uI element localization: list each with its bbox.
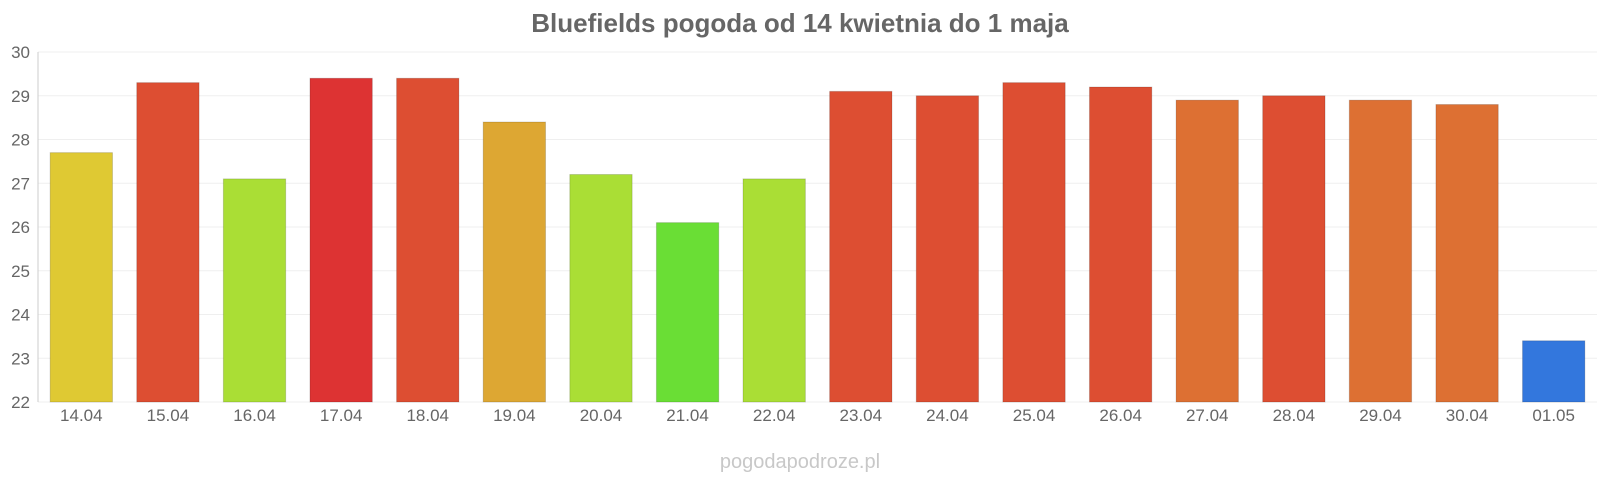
x-tick-label: 24.04 (926, 406, 969, 425)
bar-26.04 (1088, 86, 1153, 403)
gridlines (38, 51, 1597, 403)
chart-title: Bluefields pogoda od 14 kwietnia do 1 ma… (531, 8, 1069, 38)
x-tick-label: 15.04 (147, 406, 190, 425)
bar-30.04 (1435, 104, 1499, 403)
x-tick-label: 16.04 (233, 406, 276, 425)
x-axis: 14.04 15.04 16.04 17.04 18.04 19.04 20.04 21.04… (60, 406, 1575, 425)
x-tick-label: 21.04 (666, 406, 709, 425)
x-tick-label: 29.04 (1359, 406, 1402, 425)
x-tick-label: 01.05 (1532, 406, 1575, 425)
bar-01.05 (1522, 340, 1586, 403)
x-tick-label: 27.04 (1186, 406, 1229, 425)
bar-27.04 (1175, 99, 1239, 403)
bar-28.04 (1262, 95, 1326, 403)
bar-14.04 (49, 152, 113, 403)
bar-18.04 (396, 77, 460, 403)
x-tick-label: 25.04 (1013, 406, 1056, 425)
y-axis: 22 23 24 25 26 27 28 29 30 (11, 43, 39, 412)
bar-15.04 (136, 82, 200, 403)
bar-23.04 (829, 90, 893, 403)
bar-21.04 (655, 222, 720, 403)
y-tick-label: 24 (11, 306, 30, 325)
x-tick-label: 22.04 (753, 406, 796, 425)
y-tick-label: 22 (11, 393, 30, 412)
x-tick-label: 30.04 (1446, 406, 1489, 425)
y-tick-label: 30 (11, 43, 30, 62)
y-tick-label: 28 (11, 131, 30, 150)
bar-17.04 (309, 77, 373, 403)
bars (49, 77, 1586, 403)
bar-20.04 (569, 174, 633, 403)
x-tick-label: 28.04 (1273, 406, 1316, 425)
bar-25.04 (1002, 82, 1066, 403)
bar-22.04 (742, 178, 806, 403)
y-tick-label: 25 (11, 262, 30, 281)
x-tick-label: 19.04 (493, 406, 536, 425)
y-tick-label: 29 (11, 87, 30, 106)
x-tick-label: 14.04 (60, 406, 103, 425)
bar-19.04 (482, 121, 547, 403)
bar-16.04 (222, 178, 287, 403)
y-tick-label: 26 (11, 218, 30, 237)
watermark: pogodapodroze.pl (720, 451, 880, 473)
x-tick-label: 26.04 (1099, 406, 1142, 425)
bar-24.04 (915, 95, 980, 403)
x-tick-label: 20.04 (580, 406, 623, 425)
y-tick-label: 23 (11, 349, 30, 368)
bar-29.04 (1348, 99, 1413, 403)
y-tick-label: 27 (11, 174, 30, 193)
x-tick-label: 18.04 (406, 406, 449, 425)
x-tick-label: 17.04 (320, 406, 363, 425)
x-tick-label: 23.04 (840, 406, 883, 425)
